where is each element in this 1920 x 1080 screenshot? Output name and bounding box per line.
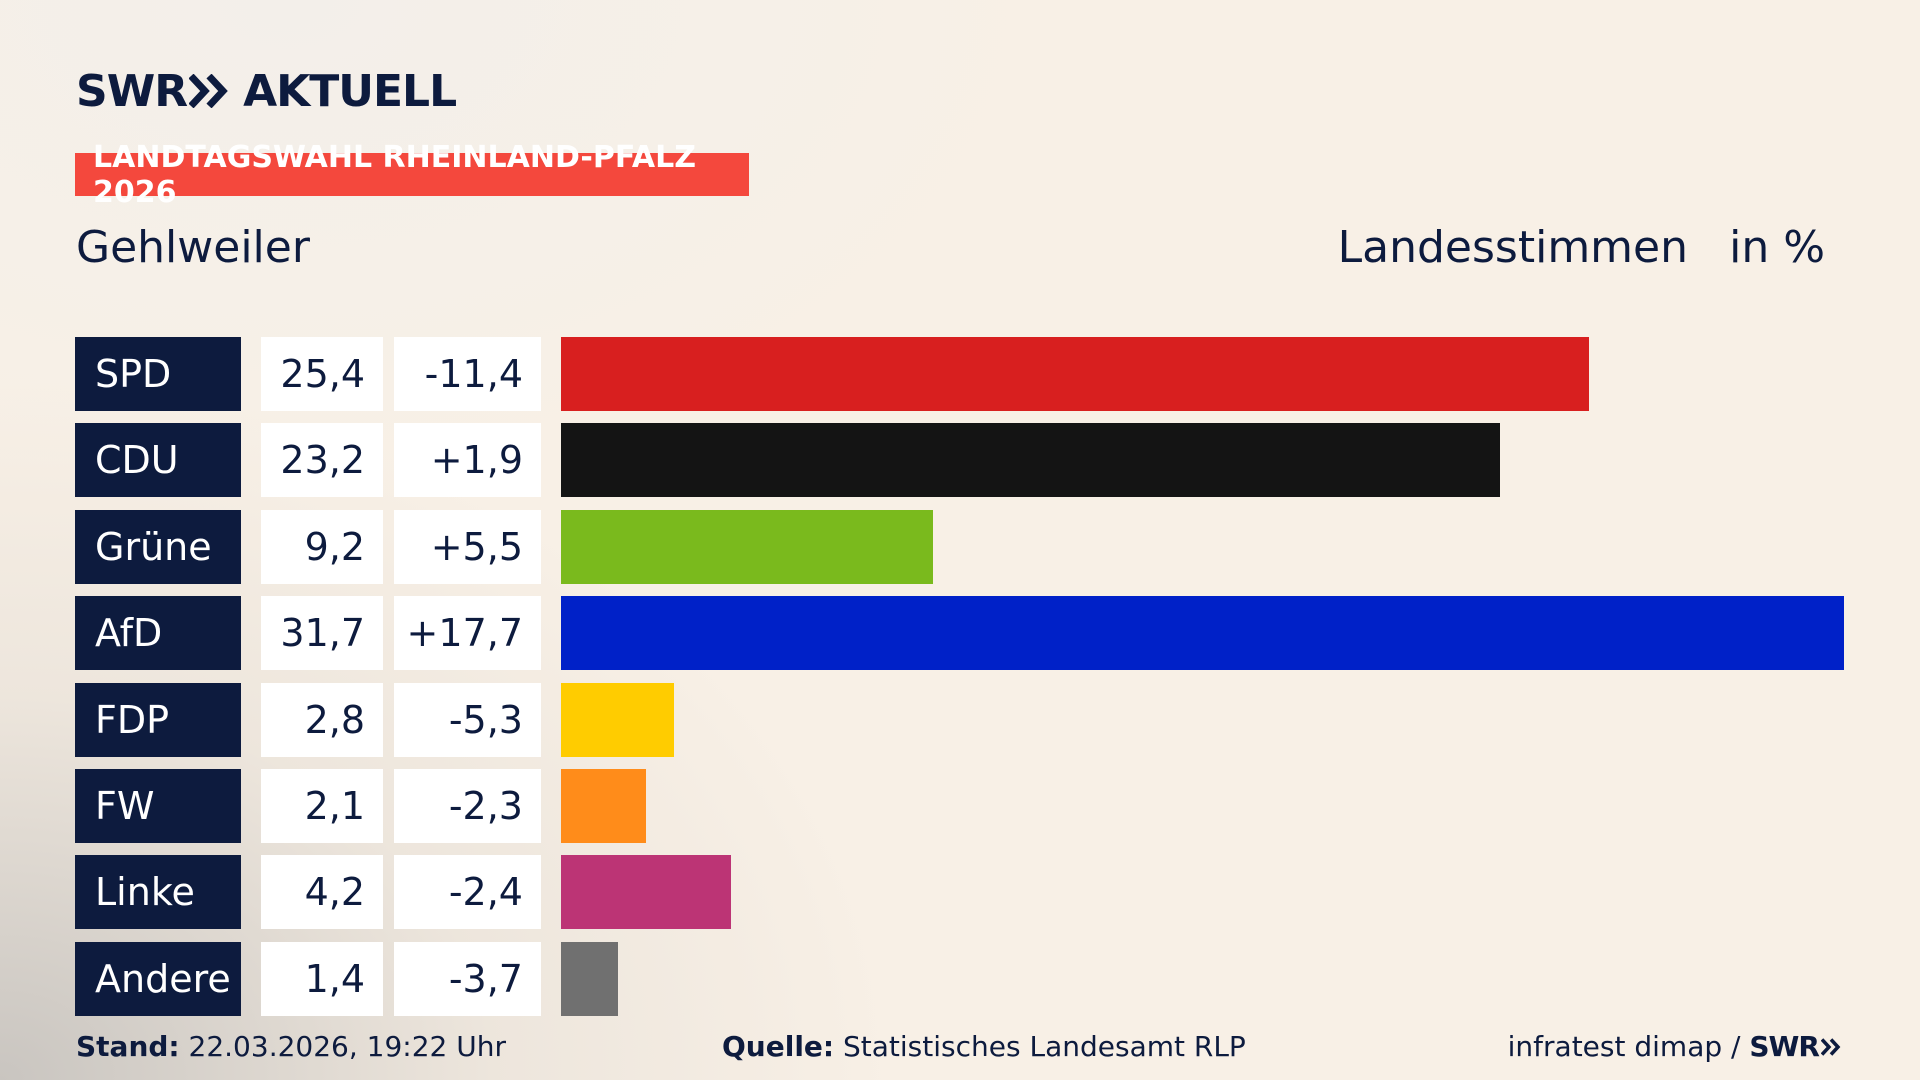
- chart-title: Gehlweiler: [76, 222, 310, 273]
- change-label: +1,9: [394, 423, 541, 498]
- stand-label: Stand:: [76, 1030, 180, 1063]
- unit-label: in %: [1729, 222, 1825, 273]
- party-name: AfD: [75, 596, 241, 671]
- source: Quelle: Statistisches Landesamt RLP: [722, 1030, 1246, 1063]
- credit-text: infratest dimap /: [1507, 1030, 1741, 1063]
- party-name: Linke: [75, 855, 241, 930]
- value-label: 23,2: [261, 423, 383, 498]
- value-label: 31,7: [261, 596, 383, 671]
- logo: SWR AKTUELL: [76, 65, 457, 117]
- value-label: 9,2: [261, 509, 383, 584]
- credit: infratest dimap / SWR: [1508, 1030, 1843, 1063]
- party-name: FW: [75, 769, 241, 843]
- value-label: 2,1: [261, 769, 383, 843]
- source-text: Statistisches Landesamt RLP: [843, 1030, 1246, 1063]
- bar: [561, 596, 1844, 671]
- stand: Stand: 22.03.2026, 19:22 Uhr: [76, 1030, 506, 1063]
- credit-chevrons: [1821, 1037, 1841, 1056]
- change-label: -2,4: [394, 855, 541, 930]
- change-label: -3,7: [394, 941, 541, 1016]
- change-label: -11,4: [394, 337, 541, 411]
- chart-subtitle: Landesstimmen: [1337, 222, 1688, 273]
- value-label: 2,8: [261, 682, 383, 757]
- bar: [561, 769, 646, 843]
- change-label: +5,5: [394, 509, 541, 584]
- source-label: Quelle:: [722, 1030, 835, 1063]
- change-label: -5,3: [394, 682, 541, 757]
- bar: [561, 941, 618, 1016]
- credit-brand: SWR: [1749, 1030, 1820, 1063]
- value-label: 1,4: [261, 941, 383, 1016]
- party-name: CDU: [75, 423, 241, 498]
- party-name: SPD: [75, 337, 241, 411]
- bar: [561, 337, 1590, 411]
- bar: [561, 509, 934, 584]
- bar: [561, 423, 1500, 498]
- change-label: +17,7: [394, 596, 541, 671]
- party-name: Andere: [75, 941, 241, 1016]
- logo-chevrons: [189, 74, 228, 108]
- bar: [561, 855, 731, 930]
- value-label: 25,4: [261, 337, 383, 411]
- logo-brand: SWR: [76, 65, 188, 117]
- stand-date: 22.03.2026, 19:22 Uhr: [188, 1030, 506, 1063]
- bar: [561, 682, 675, 757]
- value-label: 4,2: [261, 855, 383, 930]
- party-name: Grüne: [75, 509, 241, 584]
- election-tag: LANDTAGSWAHL RHEINLAND-PFALZ 2026: [75, 140, 749, 210]
- party-name: FDP: [75, 682, 241, 757]
- change-label: -2,3: [394, 769, 541, 843]
- logo-product: AKTUELL: [243, 65, 457, 117]
